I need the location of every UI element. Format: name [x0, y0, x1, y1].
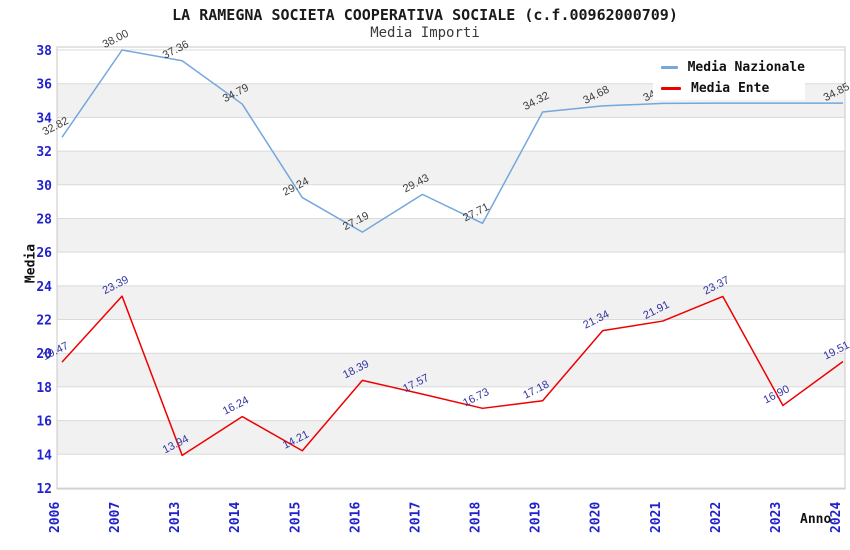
y-tick-label: 34 [36, 111, 52, 126]
y-tick-label: 20 [36, 347, 52, 362]
legend: Media Nazionale Media Ente [653, 56, 805, 100]
plot-band [57, 353, 845, 387]
x-tick-label: 2023 [769, 502, 784, 533]
y-tick-label: 32 [36, 145, 52, 160]
x-tick-label: 2018 [469, 502, 484, 533]
y-tick-label: 14 [36, 448, 52, 463]
y-tick-label: 36 [36, 78, 52, 93]
point-label: 16.24 [221, 394, 251, 417]
x-tick-label: 2024 [829, 502, 844, 533]
y-tick-label: 12 [36, 482, 52, 497]
point-label: 16.73 [461, 386, 491, 409]
plot-band [57, 218, 845, 253]
y-tick-label: 22 [36, 314, 52, 329]
legend-item-media-ente: Media Ente [653, 81, 805, 96]
point-label: 37.36 [161, 39, 191, 62]
x-tick-label: 2014 [228, 502, 243, 533]
y-tick-label: 28 [36, 212, 52, 227]
legend-item-media-nazionale: Media Nazionale [653, 60, 805, 75]
plot-border [56, 46, 846, 490]
y-tick-label: 26 [36, 246, 52, 261]
x-tick-label: 2017 [408, 502, 423, 533]
y-axis-title: Media [23, 243, 39, 284]
y-tick-label: 38 [36, 44, 52, 59]
y-tick-label: 16 [36, 415, 52, 430]
media-ente-line-swatch-icon [661, 87, 681, 90]
media-ente-line [61, 295, 844, 457]
chart-subtitle: Media Importi [370, 25, 480, 41]
x-tick-label: 2007 [108, 502, 123, 533]
media-nazionale-line-swatch-icon [661, 66, 678, 69]
media-nazionale-line [61, 49, 843, 233]
y-tick-label: 24 [36, 280, 52, 295]
x-tick-label: 2013 [168, 502, 183, 533]
y-tick-label: 30 [36, 179, 52, 194]
x-tick-label: 2015 [288, 502, 303, 533]
x-tick-label: 2021 [649, 502, 664, 533]
x-axis-title: Anno [800, 512, 832, 527]
y-tick-label: 18 [36, 381, 52, 396]
x-tick-label: 2016 [348, 502, 363, 533]
x-tick-label: 2020 [589, 502, 604, 533]
x-tick-label: 2006 [48, 502, 63, 533]
chart-title: LA RAMEGNA SOCIETA COOPERATIVA SOCIALE (… [172, 6, 678, 24]
plot-band [57, 285, 845, 320]
legend-label: Media Nazionale [687, 60, 805, 75]
x-tick-label: 2019 [529, 502, 544, 533]
plot-band [57, 420, 845, 455]
x-tick-label: 2022 [709, 502, 724, 533]
plot-band [57, 151, 845, 185]
legend-label: Media Ente [691, 81, 770, 96]
